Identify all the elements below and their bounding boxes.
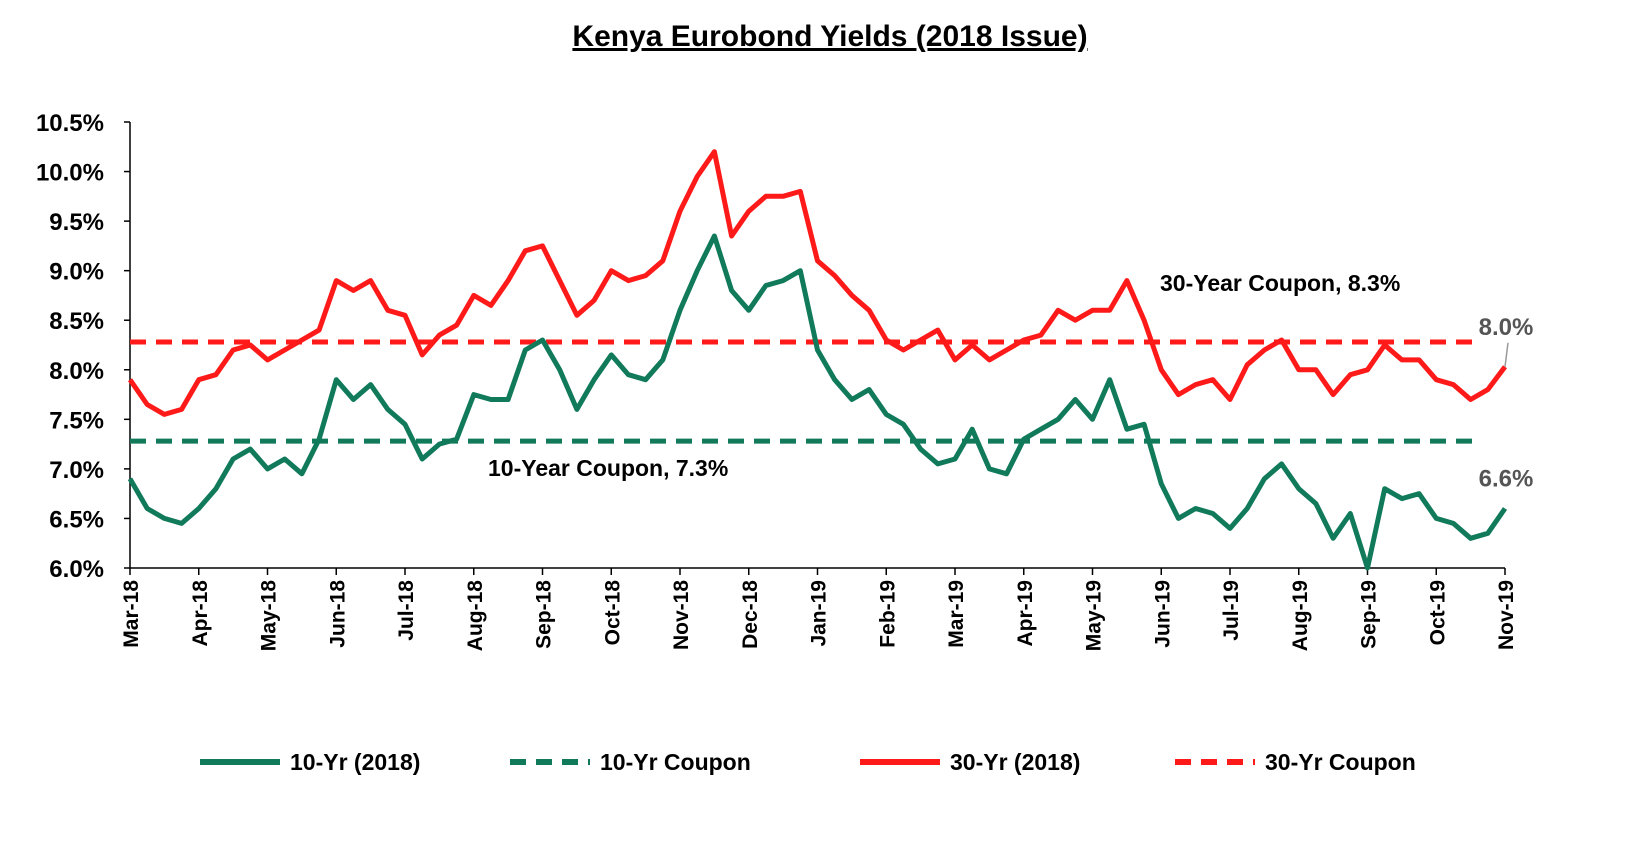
legend-label: 10-Yr Coupon <box>600 749 751 775</box>
chart-title: Kenya Eurobond Yields (2018 Issue) <box>572 20 1087 53</box>
x-tick-label: Jul-18 <box>395 580 418 641</box>
y-tick-label: 6.5% <box>49 506 104 533</box>
legend-label: 30-Yr Coupon <box>1265 749 1416 775</box>
x-tick-label: Nov-18 <box>670 580 693 650</box>
legend-label: 10-Yr (2018) <box>290 749 420 775</box>
x-tick-label: Jun-19 <box>1151 580 1174 648</box>
y-tick-label: 9.0% <box>49 259 104 286</box>
y-tick-label: 7.0% <box>49 457 104 484</box>
x-tick-label: Oct-19 <box>1426 580 1449 645</box>
y-tick-label: 9.5% <box>49 209 104 236</box>
x-tick-label: Apr-18 <box>189 580 212 647</box>
x-tick-label: May-19 <box>1083 580 1106 651</box>
x-tick-label: Sep-19 <box>1358 580 1381 649</box>
y-tick-label: 10.0% <box>36 160 104 187</box>
y-tick-label: 7.5% <box>49 407 104 434</box>
series-line <box>127 149 1507 417</box>
y-tick-label: 8.5% <box>49 308 104 335</box>
x-tick-label: Feb-19 <box>876 580 899 648</box>
y-tick-label: 8.0% <box>49 358 104 385</box>
x-tick-label: Mar-19 <box>945 580 968 648</box>
x-tick-label: Nov-19 <box>1495 580 1518 650</box>
y-tick-label: 6.0% <box>49 556 104 583</box>
x-tick-label: Oct-18 <box>601 580 624 646</box>
x-tick-label: Jul-19 <box>1220 580 1243 641</box>
series-line <box>127 233 1508 571</box>
x-tick-label: Mar-18 <box>120 580 143 648</box>
label-leader <box>1504 342 1509 367</box>
x-tick-label: Jun-18 <box>326 580 349 648</box>
x-tick-label: Aug-18 <box>464 580 487 651</box>
value-label: 8.0% <box>1479 314 1534 341</box>
x-tick-label: Apr-19 <box>1014 580 1037 647</box>
annotation: 30-Year Coupon, 8.3% <box>1160 270 1400 296</box>
x-tick-label: Aug-19 <box>1289 580 1312 651</box>
value-label: 6.6% <box>1479 466 1534 493</box>
legend-label: 30-Yr (2018) <box>950 749 1080 775</box>
y-tick-label: 10.5% <box>36 110 104 137</box>
x-tick-label: Sep-18 <box>533 580 556 649</box>
x-tick-label: Dec-18 <box>739 580 762 649</box>
annotation: 10-Year Coupon, 7.3% <box>488 455 728 481</box>
x-tick-label: Jan-19 <box>808 580 831 647</box>
x-tick-label: May-18 <box>258 580 281 652</box>
